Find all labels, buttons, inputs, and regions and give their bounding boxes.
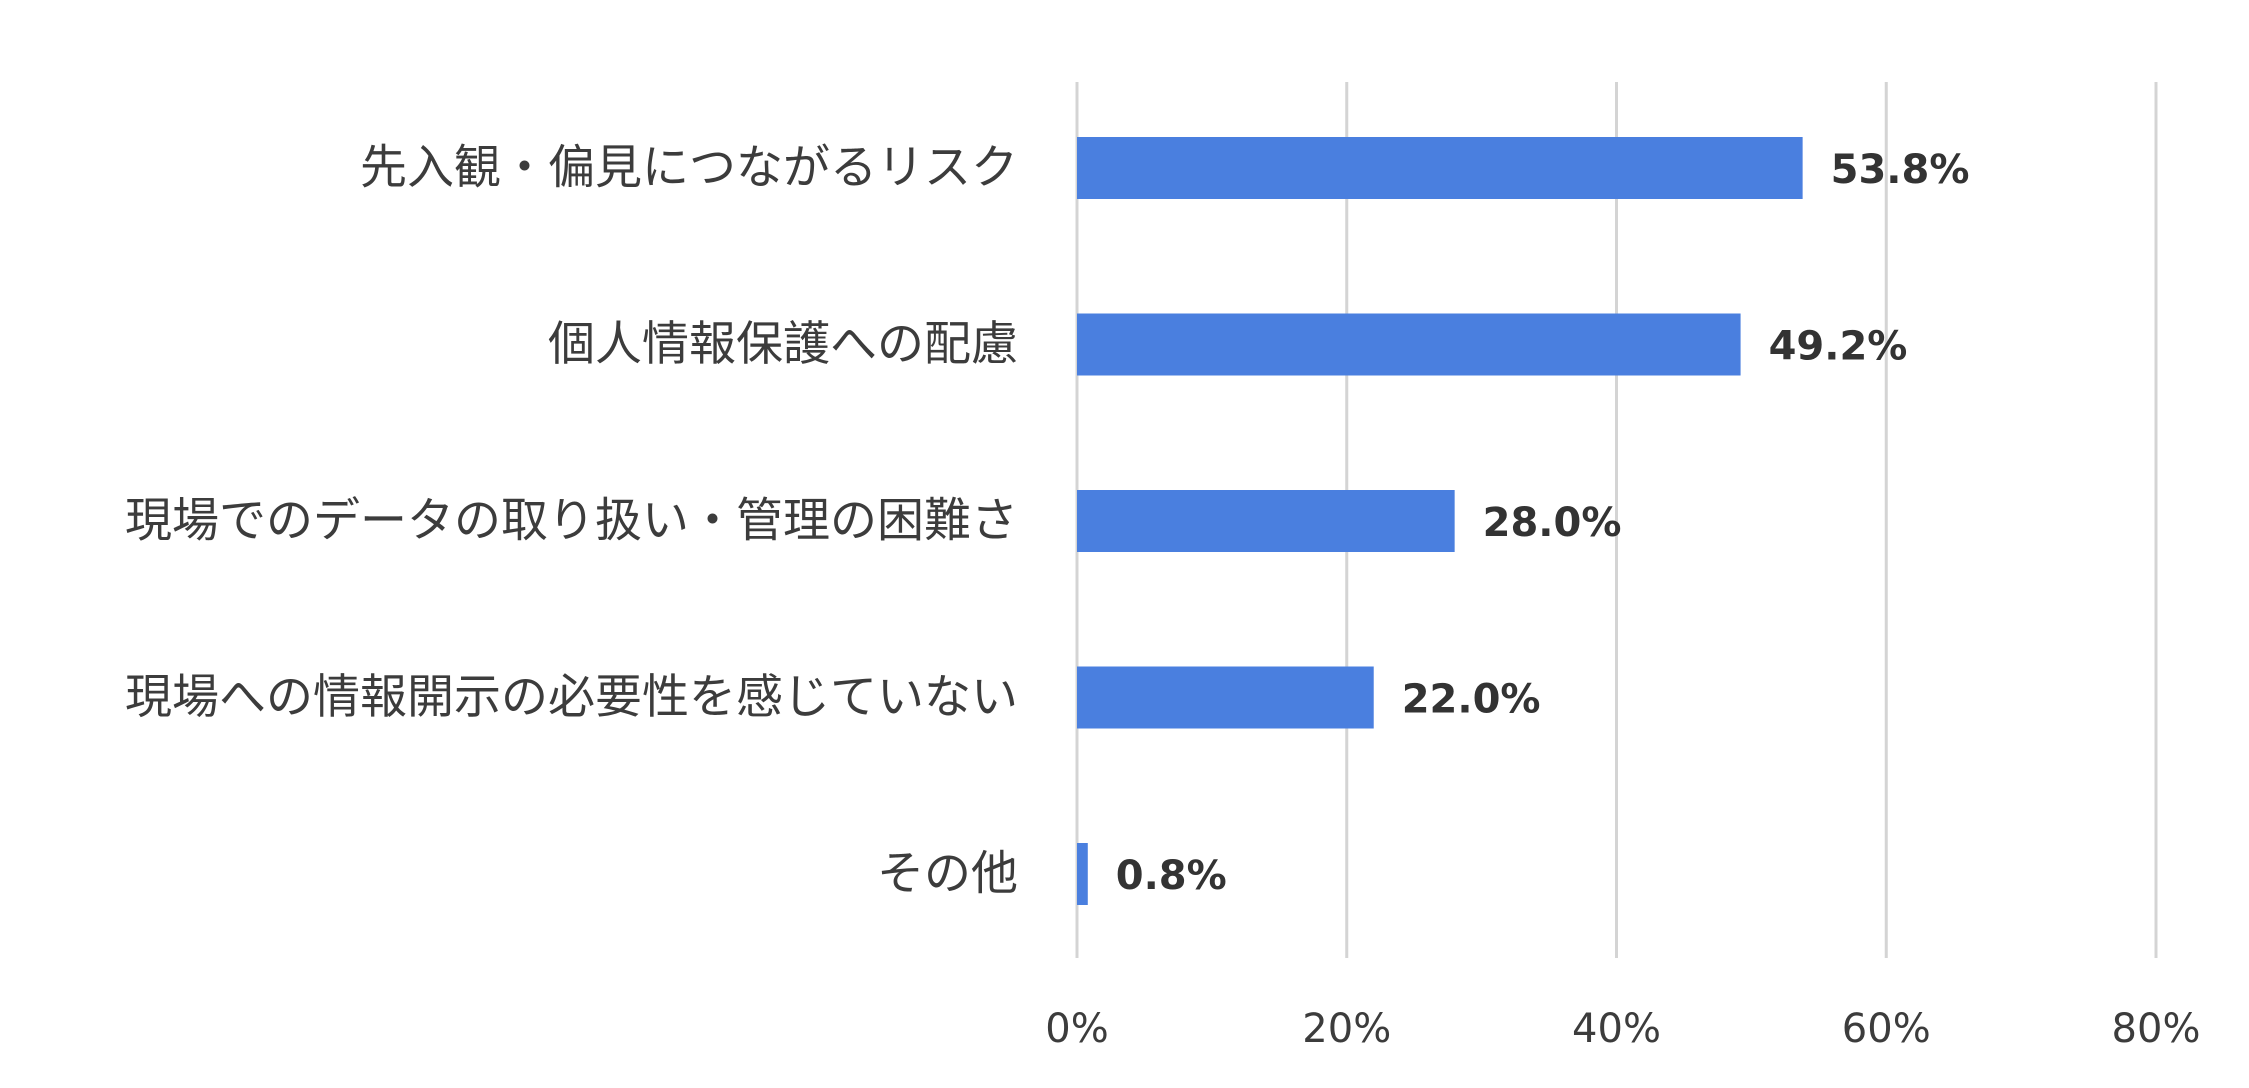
x-tick-label: 0% <box>1045 1006 1108 1052</box>
bar <box>1077 313 1741 376</box>
data-labels: 53.8% 49.2% 28.0% 22.0% 0.8% <box>1116 147 1970 899</box>
bar <box>1077 666 1374 729</box>
gridlines <box>1075 82 2158 958</box>
bar <box>1077 843 1088 905</box>
bars <box>1077 137 1803 905</box>
x-tick-label: 40% <box>1572 1006 1661 1052</box>
bar <box>1077 137 1803 199</box>
data-label: 0.8% <box>1116 853 1227 899</box>
x-axis-tick-labels: 0% 20% 40% 60% 80% <box>1045 1006 2200 1052</box>
category-label: その他 <box>877 847 1018 902</box>
data-label: 28.0% <box>1483 500 1622 546</box>
data-label: 49.2% <box>1769 324 1908 370</box>
category-label: 先入観・偏見につながるリスク <box>360 141 1018 196</box>
bar <box>1077 490 1455 552</box>
x-tick-label: 80% <box>2112 1006 2201 1052</box>
category-label: 個人情報保護への配慮 <box>548 317 1018 372</box>
x-tick-label: 20% <box>1302 1006 1391 1052</box>
category-label: 現場でのデータの取り扱い・管理の困難さ <box>125 494 1018 549</box>
data-label: 53.8% <box>1831 147 1970 193</box>
category-label: 現場への情報開示の必要性を感じていない <box>125 670 1018 725</box>
data-label: 22.0% <box>1402 677 1541 723</box>
x-tick-label: 60% <box>1842 1006 1931 1052</box>
category-labels: 先入観・偏見につながるリスク個人情報保護への配慮現場でのデータの取り扱い・管理の… <box>125 141 1018 902</box>
